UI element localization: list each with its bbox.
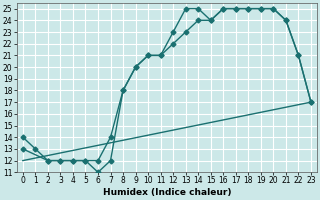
- X-axis label: Humidex (Indice chaleur): Humidex (Indice chaleur): [103, 188, 231, 197]
